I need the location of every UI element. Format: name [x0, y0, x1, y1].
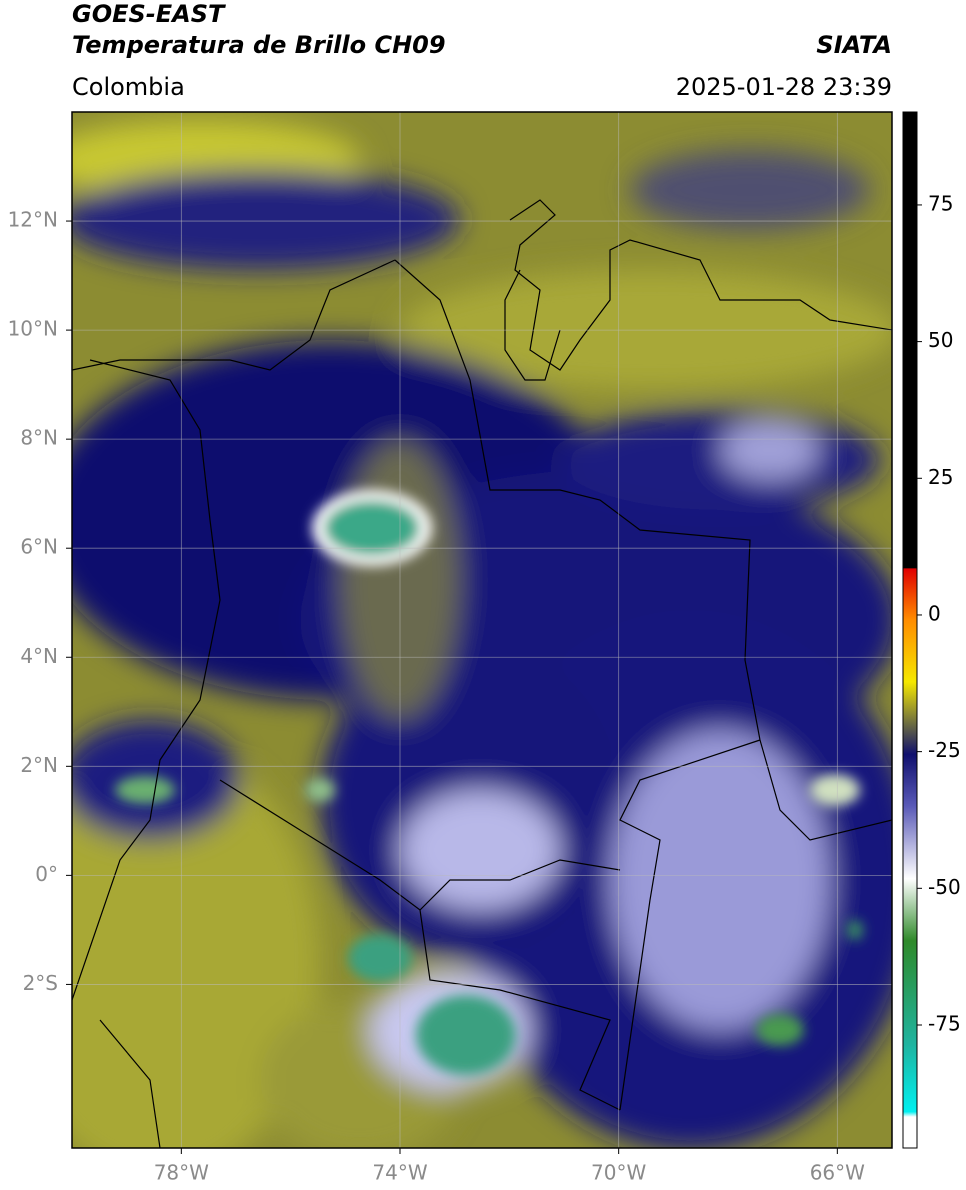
colorbar: [902, 111, 918, 1149]
y-tick-label: 10°N: [8, 317, 58, 341]
colorbar-tick-label: 50: [928, 328, 953, 352]
datetime: 2025-01-28 23:39: [676, 73, 892, 101]
y-tick-label: 8°N: [20, 426, 58, 450]
source: SIATA: [816, 31, 892, 59]
subtitle: Temperatura de Brillo CH09: [72, 31, 446, 59]
title: GOES-EAST: [72, 0, 226, 28]
colorbar-tick-label: -75: [928, 1011, 961, 1035]
y-tick-label: 0°: [35, 862, 58, 886]
y-tick-label: 2°S: [23, 971, 58, 995]
y-tick-label: 4°N: [20, 644, 58, 668]
colorbar-tick-label: -50: [928, 875, 961, 899]
x-tick-label: 74°W: [372, 1161, 427, 1185]
x-tick-label: 66°W: [810, 1161, 865, 1185]
y-tick-label: 2°N: [20, 753, 58, 777]
region: Colombia: [72, 73, 185, 101]
colorbar-tick-label: -25: [928, 738, 961, 762]
colorbar-tick-label: 25: [928, 465, 953, 489]
x-tick-label: 78°W: [154, 1161, 209, 1185]
map-frame: [71, 111, 893, 1149]
colorbar-tick-label: 0: [928, 601, 941, 625]
y-tick-label: 6°N: [20, 535, 58, 559]
x-tick-label: 70°W: [591, 1161, 646, 1185]
colorbar-tick-label: 75: [928, 191, 953, 215]
satellite-image: [72, 112, 892, 1148]
y-tick-label: 12°N: [8, 208, 58, 232]
